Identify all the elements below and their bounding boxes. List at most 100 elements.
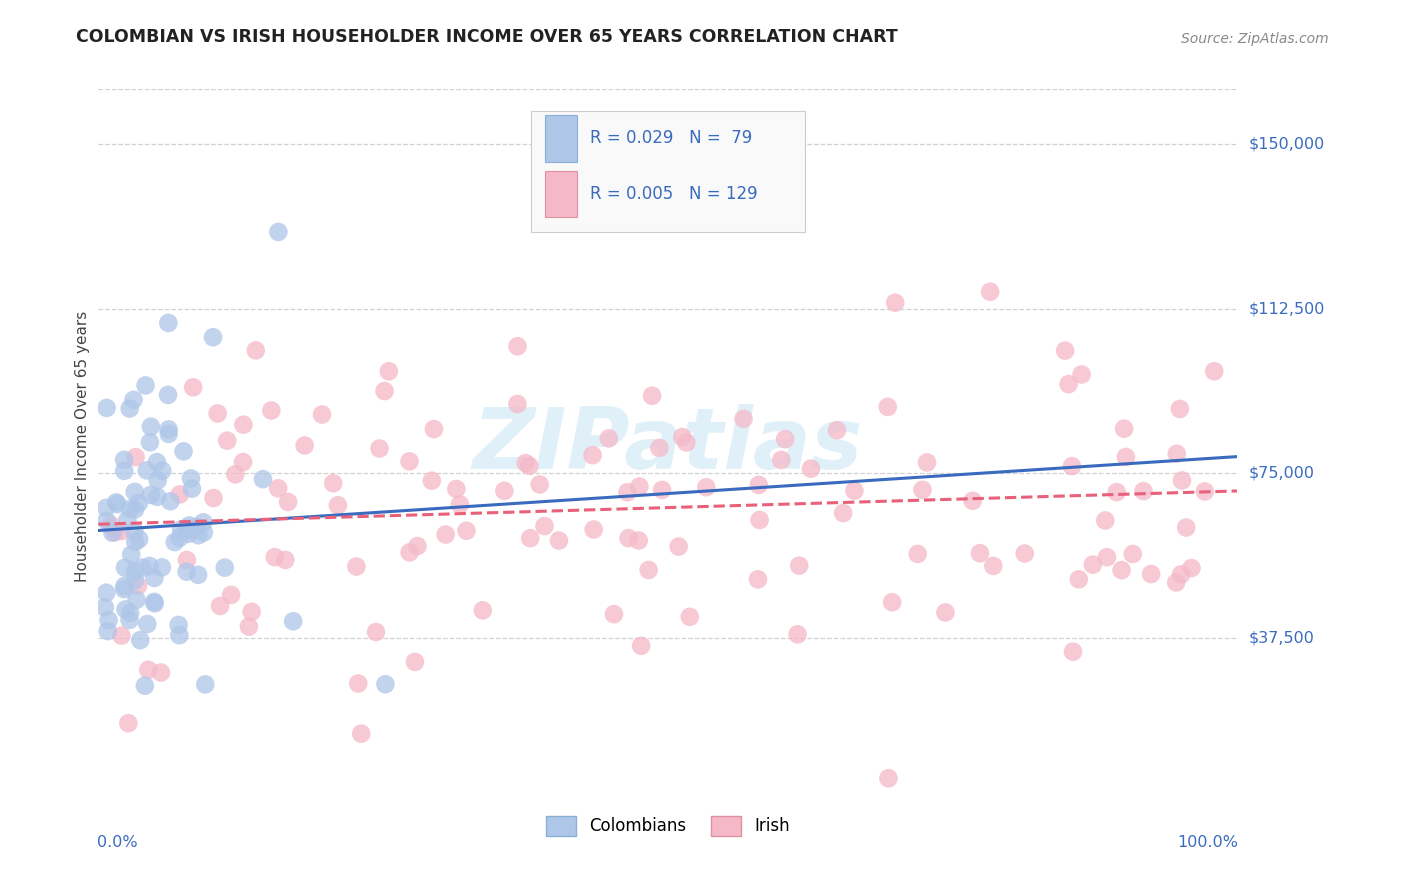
Point bbox=[364, 625, 387, 640]
Point bbox=[104, 525, 127, 540]
Point bbox=[111, 524, 134, 538]
Point bbox=[969, 546, 991, 560]
Point bbox=[1060, 459, 1083, 474]
Point bbox=[96, 514, 118, 528]
Point bbox=[202, 330, 225, 344]
Point bbox=[374, 677, 396, 691]
Point bbox=[1166, 447, 1188, 461]
Point bbox=[1115, 450, 1137, 464]
Point bbox=[181, 482, 204, 496]
Point bbox=[733, 412, 755, 426]
Point bbox=[350, 726, 373, 740]
Point bbox=[134, 679, 156, 693]
Point bbox=[114, 602, 136, 616]
Point bbox=[96, 585, 118, 599]
Point bbox=[143, 571, 166, 585]
Point bbox=[124, 502, 146, 516]
Point bbox=[207, 406, 229, 420]
Text: Source: ZipAtlas.com: Source: ZipAtlas.com bbox=[1181, 32, 1329, 46]
Point bbox=[628, 479, 651, 493]
Text: 100.0%: 100.0% bbox=[1177, 835, 1239, 850]
Point bbox=[844, 483, 866, 498]
Text: ZIPatlas: ZIPatlas bbox=[472, 404, 863, 488]
Point bbox=[187, 528, 209, 542]
Point bbox=[1111, 563, 1133, 577]
Point bbox=[120, 606, 142, 620]
Point bbox=[177, 526, 200, 541]
Point bbox=[294, 438, 316, 452]
Point bbox=[180, 471, 202, 485]
Point bbox=[163, 535, 186, 549]
Point bbox=[267, 225, 290, 239]
Point bbox=[679, 610, 702, 624]
Point bbox=[981, 558, 1004, 573]
Point bbox=[105, 497, 128, 511]
Point bbox=[146, 455, 169, 469]
Point bbox=[176, 553, 198, 567]
Point bbox=[529, 477, 551, 491]
Point bbox=[112, 452, 135, 467]
Point bbox=[423, 422, 446, 436]
Point bbox=[668, 540, 690, 554]
Y-axis label: Householder Income Over 65 years: Householder Income Over 65 years bbox=[75, 310, 90, 582]
Point bbox=[122, 392, 145, 407]
Point bbox=[1081, 558, 1104, 572]
Point bbox=[240, 605, 263, 619]
Point bbox=[117, 716, 139, 731]
Point bbox=[120, 548, 142, 562]
Point bbox=[1114, 422, 1136, 436]
Point bbox=[787, 558, 810, 573]
Point bbox=[202, 491, 225, 505]
Point bbox=[598, 431, 620, 445]
Text: COLOMBIAN VS IRISH HOUSEHOLDER INCOME OVER 65 YEARS CORRELATION CHART: COLOMBIAN VS IRISH HOUSEHOLDER INCOME OV… bbox=[76, 29, 897, 46]
Point bbox=[124, 524, 146, 539]
Point bbox=[105, 495, 128, 509]
Point bbox=[748, 478, 770, 492]
Point bbox=[167, 618, 190, 632]
Point bbox=[176, 565, 198, 579]
Point bbox=[112, 464, 135, 478]
Point bbox=[97, 624, 120, 638]
Point bbox=[124, 573, 146, 587]
Point bbox=[94, 600, 117, 615]
Point bbox=[128, 496, 150, 510]
Point bbox=[373, 384, 395, 398]
Point bbox=[311, 408, 333, 422]
Point bbox=[1095, 550, 1118, 565]
Point bbox=[143, 595, 166, 609]
Point bbox=[118, 613, 141, 627]
Point bbox=[548, 533, 571, 548]
Point bbox=[150, 464, 173, 478]
Point bbox=[651, 483, 673, 497]
Point bbox=[494, 483, 516, 498]
Point bbox=[1057, 377, 1080, 392]
Point bbox=[274, 553, 297, 567]
Point bbox=[146, 473, 169, 487]
Point bbox=[506, 339, 529, 353]
Point bbox=[118, 502, 141, 516]
Point bbox=[695, 480, 717, 494]
Text: 0.0%: 0.0% bbox=[97, 835, 138, 850]
Point bbox=[179, 518, 201, 533]
Point bbox=[134, 378, 156, 392]
Point bbox=[194, 677, 217, 691]
Point bbox=[1122, 547, 1144, 561]
Text: $37,500: $37,500 bbox=[1249, 631, 1315, 646]
Point bbox=[101, 525, 124, 540]
Point bbox=[136, 663, 159, 677]
Point bbox=[1170, 567, 1192, 582]
Point bbox=[1168, 401, 1191, 416]
Point bbox=[138, 559, 160, 574]
Point bbox=[238, 619, 260, 633]
Point bbox=[186, 520, 208, 534]
Point bbox=[263, 550, 285, 565]
Point bbox=[322, 476, 344, 491]
Point bbox=[131, 560, 153, 574]
FancyBboxPatch shape bbox=[531, 111, 804, 232]
Point bbox=[1140, 567, 1163, 582]
Point bbox=[1062, 645, 1084, 659]
Point bbox=[157, 422, 180, 436]
Point bbox=[277, 495, 299, 509]
Point bbox=[1067, 572, 1090, 586]
Point bbox=[506, 397, 529, 411]
